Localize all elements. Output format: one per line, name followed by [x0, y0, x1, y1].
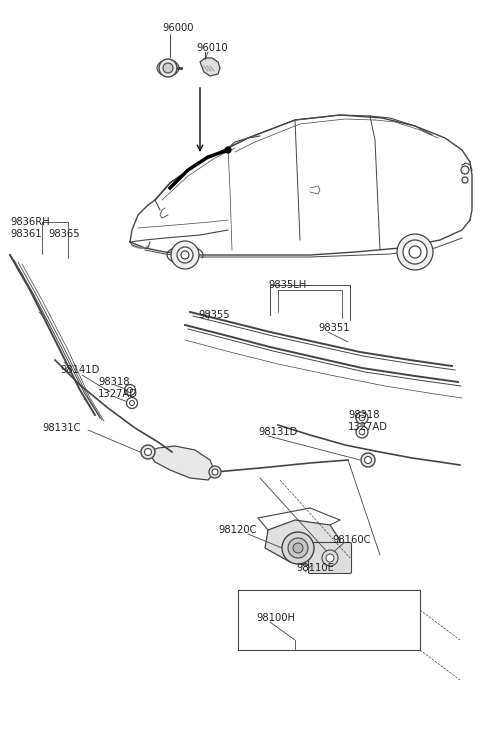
Circle shape: [397, 234, 433, 270]
Text: 98160C: 98160C: [332, 535, 371, 545]
Text: 9836RH: 9836RH: [10, 217, 49, 227]
Circle shape: [403, 240, 427, 264]
Text: 98355: 98355: [198, 310, 229, 320]
Circle shape: [141, 445, 155, 459]
FancyBboxPatch shape: [309, 543, 351, 574]
Text: 98318: 98318: [98, 377, 130, 387]
Polygon shape: [265, 520, 340, 568]
Circle shape: [209, 466, 221, 478]
Circle shape: [293, 543, 303, 553]
Circle shape: [322, 550, 338, 566]
Text: 98131D: 98131D: [258, 427, 298, 437]
Text: 98361: 98361: [10, 229, 42, 239]
Text: 98141D: 98141D: [60, 365, 99, 375]
Text: 1327AD: 1327AD: [348, 422, 388, 432]
Circle shape: [124, 384, 135, 396]
Circle shape: [163, 63, 173, 73]
Text: 9835LH: 9835LH: [268, 280, 306, 290]
Circle shape: [356, 426, 368, 438]
Circle shape: [127, 397, 137, 408]
Circle shape: [462, 177, 468, 183]
Circle shape: [364, 457, 372, 464]
Text: 1327AD: 1327AD: [98, 389, 138, 399]
Circle shape: [461, 166, 469, 174]
Circle shape: [144, 448, 152, 455]
Text: 96000: 96000: [162, 23, 193, 33]
Text: 98100H: 98100H: [256, 613, 295, 623]
Circle shape: [282, 532, 314, 564]
Circle shape: [212, 469, 218, 475]
Text: 96010: 96010: [196, 43, 228, 53]
Text: 98365: 98365: [48, 229, 80, 239]
Circle shape: [288, 538, 308, 558]
Circle shape: [225, 147, 231, 153]
Text: 98318: 98318: [348, 410, 380, 420]
Text: 98120C: 98120C: [218, 525, 256, 535]
Circle shape: [171, 241, 199, 269]
Text: 98131C: 98131C: [42, 423, 81, 433]
Text: 98351: 98351: [318, 323, 349, 333]
Circle shape: [356, 412, 368, 424]
Circle shape: [177, 247, 193, 263]
Polygon shape: [148, 446, 215, 480]
Circle shape: [159, 59, 177, 77]
Circle shape: [361, 453, 375, 467]
Circle shape: [326, 554, 334, 562]
Text: 98110E: 98110E: [296, 563, 334, 573]
Polygon shape: [200, 58, 220, 76]
